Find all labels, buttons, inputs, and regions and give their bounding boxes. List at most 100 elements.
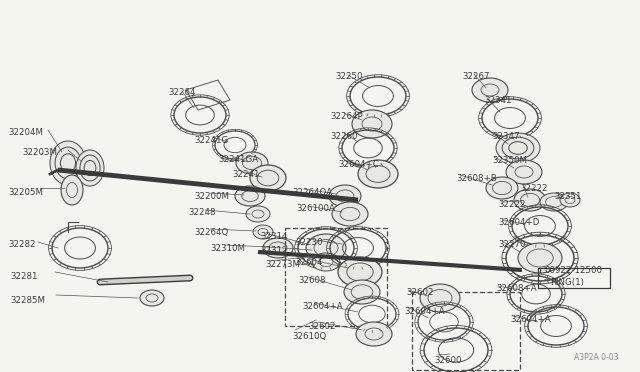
Ellipse shape [319,257,333,266]
Text: 32608: 32608 [298,276,326,285]
Text: 32312: 32312 [260,246,287,255]
Text: 32602: 32602 [308,322,335,331]
Ellipse shape [242,190,259,202]
Text: 32604+C: 32604+C [338,160,379,169]
Text: 32264Q: 32264Q [194,228,228,237]
Ellipse shape [338,257,382,287]
Text: 32241G: 32241G [194,136,228,145]
Ellipse shape [481,84,499,96]
Ellipse shape [515,166,533,178]
Ellipse shape [60,154,76,172]
Ellipse shape [540,193,568,211]
Text: 32270: 32270 [498,240,525,249]
Text: 32250: 32250 [335,72,362,81]
Text: 32281: 32281 [10,272,38,281]
Text: 32205M: 32205M [8,188,43,197]
Text: 32241GA: 32241GA [218,155,258,164]
Text: 32600: 32600 [434,356,461,365]
Ellipse shape [506,160,542,184]
Ellipse shape [344,280,380,304]
Text: 32604+A: 32604+A [510,315,550,324]
Text: 32267: 32267 [462,72,490,81]
Text: 32285M: 32285M [10,296,45,305]
Text: 32222: 32222 [520,184,547,193]
Text: 32203M: 32203M [22,148,57,157]
Text: 326100A: 326100A [296,204,335,213]
Ellipse shape [235,186,265,206]
Ellipse shape [362,117,382,131]
Text: 32351: 32351 [554,192,582,201]
Ellipse shape [545,196,563,208]
Ellipse shape [50,141,86,185]
Bar [285,228,387,326]
Text: A3P2A 0-03: A3P2A 0-03 [573,353,618,362]
Ellipse shape [428,289,452,307]
Ellipse shape [253,225,273,239]
Text: 32608+A: 32608+A [496,284,536,293]
Ellipse shape [80,155,100,181]
Ellipse shape [306,234,346,262]
Text: 32264P: 32264P [330,112,363,121]
Text: 32347: 32347 [492,132,520,141]
Text: 32241: 32241 [232,170,259,179]
Text: 32273M: 32273M [265,260,300,269]
Text: 32314: 32314 [260,232,287,241]
Text: 32604+D: 32604+D [498,218,540,227]
Text: 32350M: 32350M [492,156,527,165]
Text: 32604+A: 32604+A [404,307,445,316]
Text: 32282: 32282 [8,240,35,249]
Text: 32604+A: 32604+A [302,302,342,311]
Ellipse shape [502,137,534,159]
Ellipse shape [496,133,540,163]
Text: 32200M: 32200M [194,192,229,201]
Ellipse shape [84,160,96,176]
Ellipse shape [146,294,158,302]
Ellipse shape [356,322,392,346]
Text: 32248: 32248 [188,208,216,217]
Ellipse shape [263,238,293,258]
Ellipse shape [140,290,164,306]
Ellipse shape [329,185,361,207]
Text: 32602: 32602 [406,288,433,297]
Ellipse shape [518,243,562,273]
Ellipse shape [347,263,373,281]
Text: 32264: 32264 [168,88,195,97]
Text: 32610Q: 32610Q [292,332,326,341]
Bar [412,292,520,370]
Ellipse shape [258,228,268,235]
Bar [538,268,610,288]
Ellipse shape [269,242,287,254]
Ellipse shape [351,285,372,299]
Text: 32604: 32604 [295,258,323,267]
Ellipse shape [67,183,77,198]
Ellipse shape [246,206,270,222]
Text: 32260: 32260 [330,132,358,141]
Ellipse shape [514,189,546,211]
Text: 32222: 32222 [498,200,525,209]
Ellipse shape [332,202,368,226]
Ellipse shape [565,196,575,203]
Ellipse shape [250,165,286,191]
Text: 32204M: 32204M [8,128,43,137]
Text: 32264QA: 32264QA [292,188,332,197]
Text: 32341: 32341 [484,96,511,105]
Ellipse shape [314,240,338,256]
Ellipse shape [340,208,360,221]
Ellipse shape [560,193,580,207]
Text: RING(1): RING(1) [550,278,584,287]
Ellipse shape [366,166,390,182]
Ellipse shape [236,152,268,174]
Ellipse shape [472,78,508,102]
Ellipse shape [55,147,81,179]
Ellipse shape [509,142,527,154]
Ellipse shape [486,177,518,199]
Ellipse shape [243,156,262,170]
Ellipse shape [520,193,540,206]
Ellipse shape [61,175,83,205]
Ellipse shape [527,249,553,267]
Ellipse shape [358,160,398,188]
Text: 32310M: 32310M [210,244,245,253]
Ellipse shape [257,170,279,186]
Ellipse shape [76,150,104,186]
Ellipse shape [312,253,340,271]
